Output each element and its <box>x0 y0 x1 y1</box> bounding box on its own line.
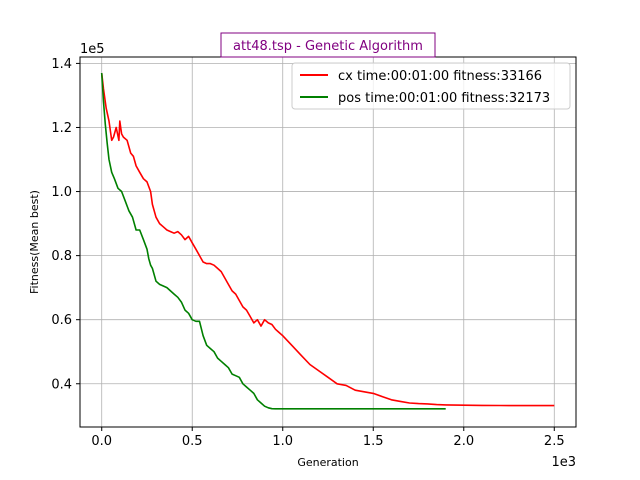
y-offset-label: 1e5 <box>80 42 105 57</box>
y-tick-label: 1.0 <box>51 185 72 200</box>
legend-box <box>291 62 571 110</box>
chart-title-text: att48.tsp - Genetic Algorithm <box>233 39 423 54</box>
y-tick-label: 0.6 <box>51 313 72 328</box>
series-layer <box>100 72 555 410</box>
series-line-cx <box>100 72 555 407</box>
y-axis-label: Fitness(Mean best) <box>28 190 41 294</box>
x-tick-label: 1.0 <box>272 434 293 449</box>
title-box <box>220 32 436 58</box>
legend-label-cx: cx time:00:01:00 fitness:33166 <box>338 69 542 84</box>
x-axis-label: Generation <box>297 456 358 469</box>
x-tick-label: 0.5 <box>182 434 203 449</box>
x-tick-label: 0.0 <box>91 434 112 449</box>
y-tick-label: 0.4 <box>51 377 72 392</box>
chart-title: att48.tsp - Genetic Algorithm <box>220 32 436 58</box>
y-tick-label: 1.4 <box>51 57 72 72</box>
series-line-pos <box>100 72 446 410</box>
x-tick-label: 1.5 <box>363 434 384 449</box>
legend-label-pos: pos time:00:01:00 fitness:32173 <box>338 91 550 106</box>
y-tick-label: 1.2 <box>51 121 72 136</box>
y-tick-label: 0.8 <box>51 249 72 264</box>
ticks: 0.0 0.5 1.0 1.5 2.0 2.5 0.4 0.6 0.8 1.0 1.2 1.4 <box>51 57 564 449</box>
x-tick-label: 2.5 <box>544 434 565 449</box>
x-tick-label: 2.0 <box>453 434 474 449</box>
x-offset-label: 1e3 <box>551 455 576 470</box>
legend: cx time:00:01:00 fitness:33166 pos time:… <box>291 62 571 110</box>
